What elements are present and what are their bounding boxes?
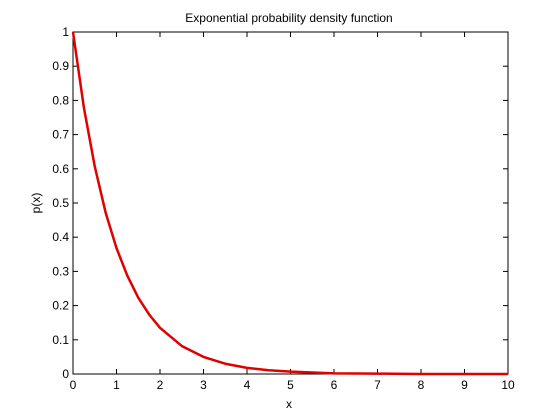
x-tick-label: 2 — [157, 378, 164, 392]
x-tick-label: 0 — [70, 378, 77, 392]
x-tick-label: 7 — [374, 378, 381, 392]
y-tick-label: 0.9 — [52, 59, 69, 73]
y-tick-label: 0.5 — [52, 196, 69, 210]
y-tick-label: 0.7 — [52, 128, 69, 142]
x-tick-label: 4 — [244, 378, 251, 392]
series-line — [71, 31, 508, 376]
y-tick-label: 0.8 — [52, 93, 69, 107]
x-tick-label: 1 — [113, 378, 120, 392]
x-tick-label: 9 — [461, 378, 468, 392]
x-tick-label: 10 — [501, 378, 515, 392]
y-tick-label: 1 — [62, 25, 69, 39]
y-axis: 0 0.1 0.2 0.3 0.4 0.5 0.6 0.7 0.8 0.9 1 — [52, 25, 508, 381]
y-tick-label: 0.6 — [52, 162, 69, 176]
chart-title: Exponential probability density function — [185, 11, 392, 25]
x-tick-label: 3 — [200, 378, 207, 392]
y-tick-label: 0.2 — [52, 299, 69, 313]
series-layer — [71, 31, 508, 376]
y-axis-label: p(x) — [29, 193, 43, 214]
x-tick-label: 5 — [287, 378, 294, 392]
y-tick-label: 0 — [62, 367, 69, 381]
x-tick-label: 6 — [331, 378, 338, 392]
y-tick-label: 0.3 — [52, 264, 69, 278]
x-tick-label: 8 — [418, 378, 425, 392]
y-tick-label: 0.1 — [52, 333, 69, 347]
x-axis-label: x — [286, 397, 292, 411]
y-tick-label: 0.4 — [52, 230, 69, 244]
